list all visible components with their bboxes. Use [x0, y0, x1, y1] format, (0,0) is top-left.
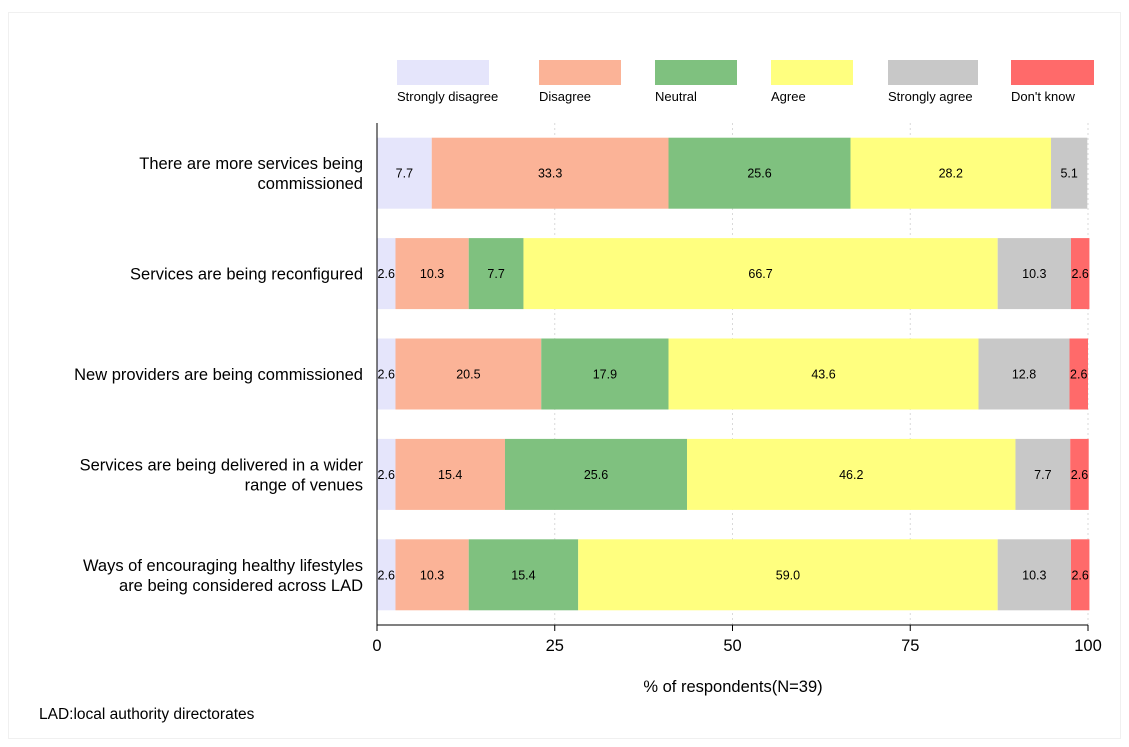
- bar-segment: [523, 238, 998, 310]
- category-label: Services are being delivered in a wider: [80, 456, 364, 474]
- data-label: 25.6: [747, 167, 771, 181]
- bar-segment: [978, 338, 1070, 410]
- bar-segment: [377, 338, 396, 410]
- category-label: New providers are being commissioned: [74, 366, 363, 384]
- legend-item: Disagree: [539, 60, 621, 104]
- legend: Strongly disagree Disagree Neutral Agree Str…: [397, 60, 1094, 104]
- legend-label: Neutral: [655, 89, 697, 104]
- legend-swatch: [888, 60, 978, 85]
- data-label: 25.6: [584, 468, 608, 482]
- legend-swatch: [539, 60, 621, 85]
- bar-segment: [1070, 539, 1090, 611]
- data-label: 28.2: [939, 167, 963, 181]
- bar-segment: [377, 137, 432, 209]
- legend-swatch: [397, 60, 489, 85]
- legend-swatch: [771, 60, 853, 85]
- x-tick-label: 25: [546, 637, 564, 655]
- data-label: 17.9: [593, 368, 617, 382]
- category-label: are being considered across LAD: [119, 577, 363, 595]
- bar-segment: [377, 539, 396, 611]
- x-axis-title: % of respondents(N=39): [643, 678, 822, 696]
- category-label: range of venues: [245, 476, 363, 494]
- data-label: 2.6: [1071, 267, 1088, 281]
- data-label: 66.7: [748, 267, 772, 281]
- bar-segment: [850, 137, 1052, 209]
- bar-segment: [468, 238, 524, 310]
- bar-segment: [1070, 438, 1089, 510]
- data-label: 7.7: [396, 167, 413, 181]
- x-tick-label: 100: [1074, 637, 1102, 655]
- bar-segment: [686, 438, 1016, 510]
- data-label: 2.6: [1070, 368, 1087, 382]
- data-label: 10.3: [1022, 568, 1046, 582]
- legend-item: Strongly disagree: [397, 60, 498, 104]
- data-label: 10.3: [420, 267, 444, 281]
- legend-item: Agree: [771, 60, 853, 104]
- bar-segment: [395, 539, 469, 611]
- bar-segment: [377, 238, 396, 310]
- data-label: 5.1: [1060, 167, 1077, 181]
- bar-segment: [997, 539, 1071, 611]
- data-label: 33.3: [538, 167, 562, 181]
- data-label: 7.7: [1034, 468, 1051, 482]
- legend-label: Strongly disagree: [397, 89, 498, 104]
- legend-label: Strongly agree: [888, 89, 973, 104]
- outer-border: [8, 12, 1121, 739]
- bar-segment: [395, 438, 505, 510]
- legend-item: Don't know: [1011, 60, 1094, 104]
- category-label: Services are being reconfigured: [130, 266, 363, 284]
- bar-segment: [377, 438, 396, 510]
- data-label: 15.4: [438, 468, 462, 482]
- bar-segment: [1051, 137, 1088, 209]
- bar-segment: [395, 338, 542, 410]
- data-label: 12.8: [1012, 368, 1036, 382]
- x-tick-label: 50: [723, 637, 741, 655]
- category-label: Ways of encouraging healthy lifestyles: [83, 557, 363, 575]
- data-label: 59.0: [776, 568, 800, 582]
- bar-segment: [578, 539, 998, 611]
- x-tick-label: 0: [372, 637, 381, 655]
- bar-segment: [997, 238, 1071, 310]
- bar-segment: [1069, 338, 1088, 410]
- bar-segment: [1015, 438, 1071, 510]
- bar-segment: [541, 338, 669, 410]
- bar-segment: [468, 539, 579, 611]
- category-label: There are more services being: [139, 155, 363, 173]
- legend-item: Strongly agree: [888, 60, 978, 104]
- data-label: 2.6: [1071, 568, 1088, 582]
- data-label: 46.2: [839, 468, 863, 482]
- legend-swatch: [655, 60, 737, 85]
- data-label: 20.5: [456, 368, 480, 382]
- bar-segment: [1070, 238, 1090, 310]
- footnote: LAD:local authority directorates: [39, 706, 255, 723]
- legend-label: Don't know: [1011, 89, 1076, 104]
- legend-label: Disagree: [539, 89, 591, 104]
- data-label: 2.6: [378, 568, 395, 582]
- data-label: 10.3: [1022, 267, 1046, 281]
- data-label: 2.6: [378, 267, 395, 281]
- bar-segment: [668, 137, 851, 209]
- bar-segment: [431, 137, 669, 209]
- bar-segment: [395, 238, 469, 310]
- data-label: 15.4: [511, 568, 535, 582]
- x-tick-label: 75: [901, 637, 919, 655]
- bar-segment: [668, 338, 979, 410]
- data-label: 7.7: [487, 267, 504, 281]
- category-label: commissioned: [258, 175, 363, 193]
- data-label: 2.6: [378, 368, 395, 382]
- data-label: 43.6: [811, 368, 835, 382]
- legend-item: Neutral: [655, 60, 737, 104]
- data-label: 10.3: [420, 568, 444, 582]
- data-label: 2.6: [378, 468, 395, 482]
- legend-label: Agree: [771, 89, 806, 104]
- data-label: 2.6: [1071, 468, 1088, 482]
- legend-swatch: [1011, 60, 1094, 85]
- bar-segment: [504, 438, 687, 510]
